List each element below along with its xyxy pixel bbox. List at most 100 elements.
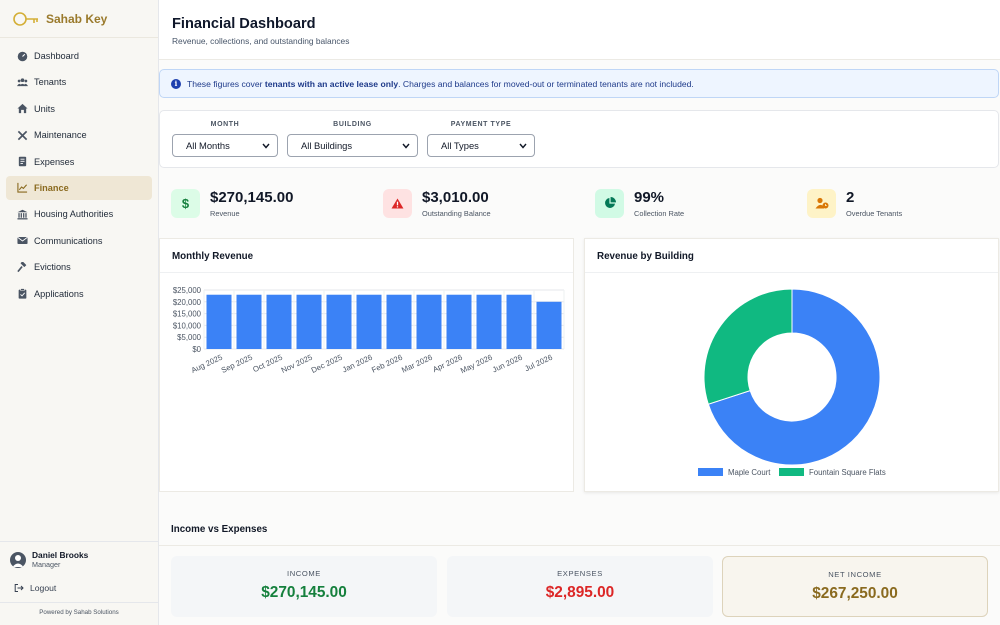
payment-type-select-value: All Types: [441, 140, 479, 151]
kpi-value: 2: [846, 188, 855, 206]
legend-label: Fountain Square Flats: [809, 468, 886, 477]
sidebar-item-housing-authorities[interactable]: Housing Authorities: [6, 202, 152, 226]
kpi-label: Revenue: [210, 208, 240, 218]
y-tick-label: $5,000: [177, 333, 202, 342]
dashboard-icon: [16, 50, 28, 62]
x-tick-label: Feb 2026: [370, 353, 404, 375]
kpi-collection-rate: 99% Collection Rate: [595, 178, 684, 228]
brand[interactable]: Sahab Key: [0, 0, 158, 38]
income-label: INCOME: [287, 569, 321, 578]
sidebar-item-label: Tenants: [34, 77, 67, 88]
brand-name: Sahab Key: [46, 11, 108, 26]
revenue-by-building-panel: Revenue by Building Maple Court Fountain …: [584, 238, 999, 492]
month-select[interactable]: All Months: [172, 134, 278, 157]
x-tick-label: Jan 2026: [341, 353, 374, 375]
building-select[interactable]: All Buildings: [287, 134, 418, 157]
sidebar-item-label: Finance: [34, 182, 69, 193]
sidebar-item-label: Communications: [34, 235, 103, 246]
x-tick-label: Mar 2026: [400, 353, 434, 375]
legend-swatch: [698, 468, 723, 476]
sidebar-item-label: Maintenance: [34, 130, 87, 141]
sidebar-item-dashboard[interactable]: Dashboard: [6, 44, 152, 68]
bar[interactable]: [266, 294, 292, 349]
kpi-row: $ $270,145.00 Revenue $3,010.00 Outstand…: [159, 178, 999, 228]
bar[interactable]: [476, 294, 502, 349]
logout-label: Logout: [30, 583, 57, 593]
building-filter: BUILDING All Buildings: [287, 121, 418, 157]
x-tick-label: Sep 2025: [220, 352, 255, 375]
y-tick-label: $15,000: [173, 310, 202, 319]
expenses-label: EXPENSES: [557, 569, 603, 578]
bar[interactable]: [206, 294, 232, 349]
sidebar: Sahab Key Dashboard Tenants Units Mainte…: [0, 0, 159, 625]
pie-slice[interactable]: [707, 288, 881, 466]
y-tick-label: $25,000: [173, 286, 202, 295]
sidebar-item-tenants[interactable]: Tenants: [6, 70, 152, 94]
y-tick-label: $0: [192, 345, 201, 354]
panel-title: Monthly Revenue: [172, 251, 254, 262]
month-filter-label: MONTH: [210, 121, 240, 128]
net-income-value: $267,250.00: [812, 585, 898, 602]
divider: [159, 545, 1000, 546]
x-tick-label: Apr 2026: [431, 353, 463, 375]
gavel-icon: [16, 261, 28, 273]
x-tick-label: Aug 2025: [190, 352, 225, 375]
logout-button[interactable]: Logout: [14, 583, 158, 593]
bar[interactable]: [446, 294, 472, 349]
bar[interactable]: [236, 294, 262, 349]
monthly-revenue-chart: $0 $5,000 $10,000 $15,000 $20,000 $25,000 Aug …: [173, 286, 565, 375]
sidebar-nav: Dashboard Tenants Units Maintenance Expe…: [0, 38, 158, 306]
page-subtitle: Revenue, collections, and outstanding ba…: [172, 36, 350, 46]
net-income-label: NET INCOME: [828, 570, 882, 579]
sidebar-item-finance[interactable]: Finance: [6, 175, 152, 200]
panel-header: Revenue by Building: [585, 239, 998, 273]
page-header: Financial Dashboard Revenue, collections…: [159, 0, 1000, 60]
payment-type-filter: PAYMENT TYPE All Types: [427, 121, 535, 157]
payment-type-select[interactable]: All Types: [427, 134, 535, 157]
x-tick-label: Oct 2025: [251, 352, 284, 374]
panel-title: Revenue by Building: [597, 251, 694, 262]
sidebar-item-evictions[interactable]: Evictions: [6, 255, 152, 279]
bar[interactable]: [356, 294, 382, 349]
income-vs-expenses-title: Income vs Expenses: [171, 524, 268, 535]
info-notice-text: These figures cover tenants with an acti…: [187, 78, 694, 89]
bar[interactable]: [416, 294, 442, 349]
bar[interactable]: [296, 294, 322, 349]
x-tick-label: Jun 2026: [491, 353, 524, 375]
user-panel: Daniel Brooks Manager Logout: [0, 541, 158, 593]
sidebar-item-maintenance[interactable]: Maintenance: [6, 123, 152, 147]
kpi-revenue: $ $270,145.00 Revenue: [171, 178, 293, 228]
bar[interactable]: [506, 294, 532, 349]
user-profile[interactable]: Daniel Brooks Manager: [10, 550, 158, 569]
chevron-down-icon: [519, 143, 527, 149]
bar[interactable]: [536, 301, 562, 349]
sidebar-item-communications[interactable]: Communications: [6, 229, 152, 253]
sidebar-item-applications[interactable]: Applications: [6, 282, 152, 306]
sidebar-item-expenses[interactable]: Expenses: [6, 150, 152, 174]
key-logo-icon: [13, 11, 38, 26]
kpi-overdue-tenants: 2 Overdue Tenants: [807, 178, 902, 228]
tools-icon: [16, 129, 28, 141]
home-icon: [16, 103, 28, 115]
x-tick-label: Dec 2025: [310, 352, 345, 375]
info-icon: i: [171, 78, 181, 89]
kpi-value: $3,010.00: [422, 188, 489, 206]
dollar-icon: $: [171, 188, 200, 218]
info-notice: i These figures cover tenants with an ac…: [159, 69, 999, 98]
bank-icon: [16, 208, 28, 220]
monthly-revenue-panel: Monthly Revenue $0 $5,000 $10,000 $15,000 $2…: [159, 238, 574, 492]
kpi-outstanding-balance: $3,010.00 Outstanding Balance: [383, 178, 491, 228]
bar[interactable]: [326, 294, 352, 349]
user-role: Manager: [32, 560, 61, 569]
kpi-label: Overdue Tenants: [846, 208, 903, 218]
sidebar-item-label: Housing Authorities: [34, 209, 114, 220]
kpi-label: Collection Rate: [634, 208, 685, 218]
bar[interactable]: [386, 294, 412, 349]
chart-line-icon: [16, 182, 28, 194]
expenses-value: $2,895.00: [545, 584, 615, 601]
sidebar-item-label: Applications: [34, 288, 84, 299]
pie-slice[interactable]: [703, 288, 793, 405]
sidebar-item-units[interactable]: Units: [6, 97, 152, 121]
main-content: Financial Dashboard Revenue, collections…: [159, 0, 1000, 625]
chevron-down-icon: [402, 143, 410, 149]
